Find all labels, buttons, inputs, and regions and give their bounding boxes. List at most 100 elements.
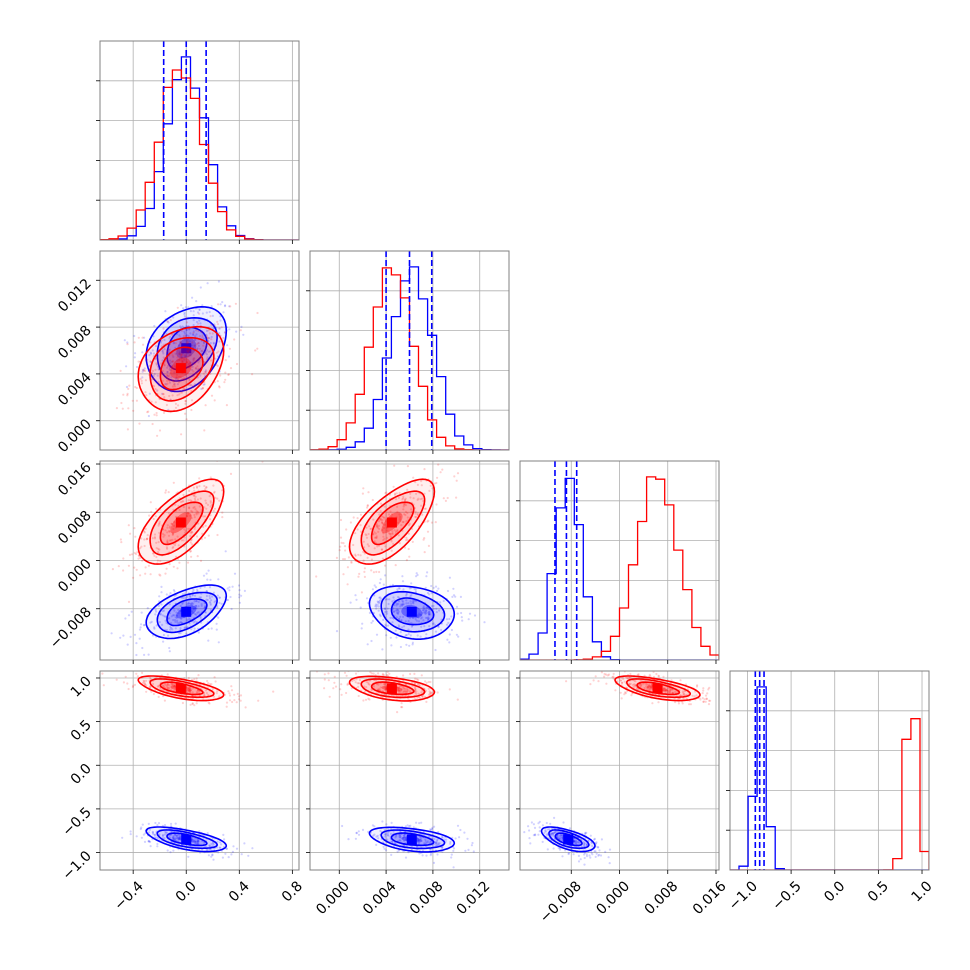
red-scatter-point <box>398 685 401 688</box>
red-scatter-point <box>141 336 144 339</box>
blue-scatter-point <box>379 829 382 833</box>
red-scatter-point <box>173 688 176 691</box>
red-scatter-point <box>378 527 381 530</box>
blue-scatter-point <box>361 622 364 625</box>
blue-scatter-point <box>218 332 221 335</box>
blue-scatter-point <box>377 837 380 840</box>
blue-scatter-point <box>220 602 223 605</box>
red-scatter-point <box>600 671 603 674</box>
blue-scatter-point <box>530 821 533 824</box>
blue-scatter-point <box>575 842 578 845</box>
red-scatter-point <box>373 540 376 543</box>
blue-scatter-point <box>157 604 160 607</box>
blue-scatter-point <box>432 861 436 864</box>
red-scatter-point <box>366 506 369 509</box>
red-scatter-point <box>203 536 207 539</box>
red-contour-line <box>348 675 436 702</box>
red-scatter-point <box>181 361 184 364</box>
blue-scatter-point <box>191 603 194 606</box>
blue-scatter-point <box>168 381 172 384</box>
blue-scatter-point <box>197 344 200 347</box>
blue-scatter-point <box>422 609 425 612</box>
blue-scatter-point <box>196 611 199 614</box>
red-scatter-point <box>155 555 158 559</box>
red-scatter-point <box>420 691 423 694</box>
blue-scatter-point <box>449 842 452 845</box>
red-scatter-point <box>142 369 145 372</box>
red-scatter-point <box>186 561 190 564</box>
red-scatter-point <box>127 524 130 527</box>
blue-scatter-point <box>385 624 388 627</box>
red-scatter-point <box>166 540 169 543</box>
blue-scatter-point <box>174 837 177 840</box>
blue-scatter-point <box>436 843 439 846</box>
blue-scatter-point <box>395 616 398 619</box>
blue-scatter-point <box>578 841 581 844</box>
blue-scatter-point <box>533 826 537 829</box>
red-scatter-point <box>380 502 383 505</box>
red-scatter-point <box>207 337 210 340</box>
red-scatter-point <box>162 327 165 330</box>
red-scatter-point <box>225 705 228 708</box>
red-scatter-point <box>189 541 192 544</box>
blue-scatter-point <box>401 603 404 606</box>
blue-scatter-point <box>172 614 175 617</box>
blue-scatter-point <box>381 648 384 651</box>
red-scatter-point <box>429 691 432 694</box>
blue-scatter-point <box>596 846 599 849</box>
blue-scatter-point <box>151 831 154 834</box>
red-scatter-point <box>198 485 201 488</box>
red-scatter-point <box>188 688 192 691</box>
red-scatter-point <box>172 685 175 688</box>
red-scatter-point <box>144 572 147 575</box>
red-scatter-point <box>631 692 634 695</box>
blue-scatter-point <box>560 833 563 836</box>
red-scatter-point <box>389 510 392 513</box>
red-scatter-point <box>639 679 642 682</box>
y-axis-ticks <box>726 710 730 831</box>
blue-scatter-point <box>408 644 411 647</box>
red-scatter-point <box>205 507 208 510</box>
red-scatter-point <box>377 520 380 523</box>
red-scatter-point <box>223 693 227 696</box>
blue-scatter-point <box>135 365 139 369</box>
blue-scatter-point <box>420 837 423 840</box>
red-scatter-point <box>414 510 417 513</box>
blue-scatter-point <box>441 846 444 849</box>
blue-scatter-point <box>427 618 430 622</box>
blue-scatter-point <box>430 852 433 855</box>
blue-scatter-point <box>384 833 387 836</box>
red-scatter-point <box>704 694 708 697</box>
blue-scatter-point <box>185 334 188 338</box>
red-scatter-point <box>168 337 171 340</box>
red-scatter-point <box>171 385 174 388</box>
blue-scatter-point <box>173 590 176 593</box>
blue-scatter-point <box>195 367 198 370</box>
red-scatter-point <box>189 534 192 538</box>
red-scatter-point <box>187 350 190 353</box>
blue-scatter-point <box>172 849 175 852</box>
blue-scatter-point <box>195 320 199 324</box>
red-scatter-point <box>168 525 172 528</box>
blue-contour-line <box>166 326 208 371</box>
red-scatter-point <box>160 372 163 376</box>
red-scatter-point <box>165 403 168 407</box>
red-scatter-point <box>649 686 652 689</box>
red-scatter-point <box>176 535 179 538</box>
blue-scatter-point <box>164 619 167 622</box>
red-scatter-point <box>398 513 401 516</box>
blue-scatter-point <box>173 382 176 386</box>
blue-scatter-point <box>425 841 428 844</box>
blue-scatter-point <box>218 340 221 343</box>
red-scatter-point <box>212 484 215 487</box>
red-scatter-point <box>131 553 134 556</box>
red-scatter-point <box>122 681 125 684</box>
red-scatter-point <box>640 683 643 686</box>
blue-scatter-point <box>384 598 387 601</box>
red-scatter-point <box>168 530 171 533</box>
red-scatter-point <box>366 504 369 507</box>
blue-scatter-point <box>410 594 413 597</box>
blue-scatter-point <box>185 333 188 337</box>
histogram-panel <box>309 250 510 451</box>
red-scatter-point <box>172 527 175 531</box>
